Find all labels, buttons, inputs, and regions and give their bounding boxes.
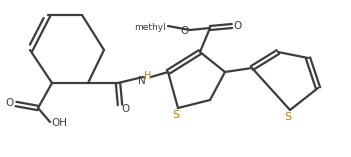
Text: O: O [233, 21, 241, 31]
Text: methyl: methyl [134, 22, 166, 32]
Text: S: S [172, 110, 180, 120]
Text: O: O [6, 98, 14, 108]
Text: H: H [144, 71, 151, 81]
Text: OH: OH [51, 118, 67, 128]
Text: N: N [138, 76, 146, 86]
Text: S: S [284, 112, 292, 122]
Text: O: O [121, 104, 129, 114]
Text: O: O [181, 26, 189, 36]
